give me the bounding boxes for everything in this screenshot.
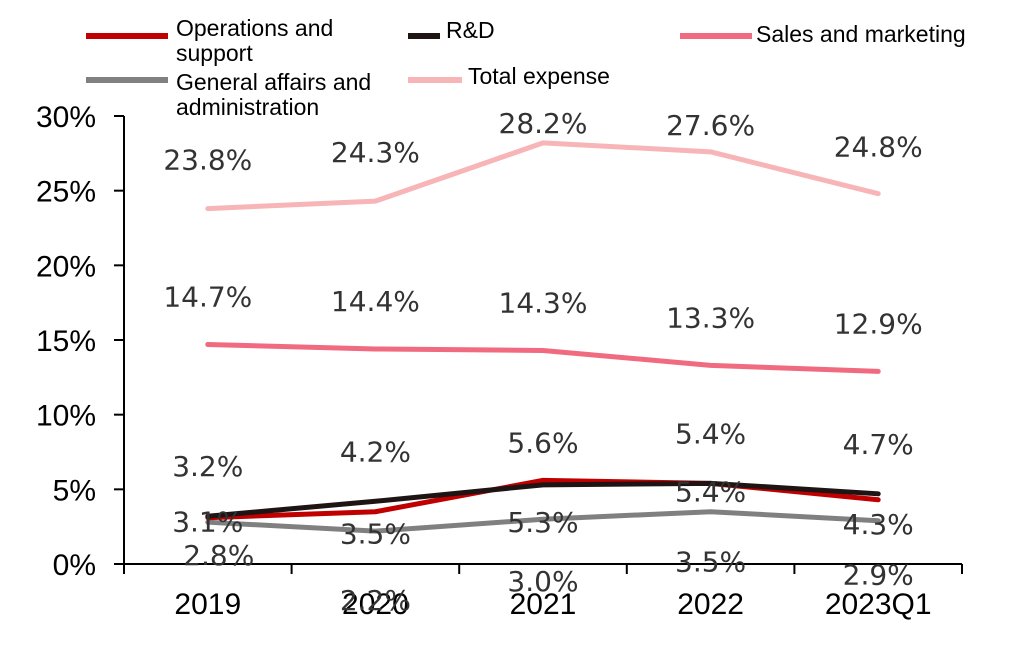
data-label-operations: 3.1% [172, 506, 243, 539]
legend-label-sales: Sales and marketing [756, 21, 966, 47]
data-label-sales: 14.3% [499, 286, 588, 319]
axes: 0% 5% 10% 15% 20% 25% 30% 2019 2020 2021 2022 2023… [36, 101, 963, 621]
x-tick-label: 2021 [510, 588, 577, 621]
y-ticks: 0% 5% 10% 15% 20% 25% 30% [36, 101, 124, 582]
legend-item-total: Total expense [408, 63, 610, 89]
x-tick-label: 2019 [174, 588, 241, 621]
data-label-total: 28.2% [499, 107, 588, 140]
series-line-sales [205, 341, 881, 374]
data-label-rd: 4.7% [843, 428, 914, 461]
data-label-operations: 5.6% [507, 426, 578, 459]
x-tick-label: 2020 [342, 588, 409, 621]
y-tick-label: 25% [36, 176, 96, 209]
legend-label-general: General affairs and administration [176, 69, 378, 120]
data-label-general: 2.2% [340, 584, 411, 617]
legend-item-general: General affairs and administration [86, 69, 378, 120]
legend-label-operations: Operations and support [176, 15, 340, 66]
series-line-total [205, 140, 881, 212]
data-label-rd: 4.2% [340, 435, 411, 468]
x-tick-label: 2022 [677, 588, 744, 621]
legend: Operations and support R&D Sales and mar… [86, 15, 966, 120]
y-tick-label: 5% [53, 474, 96, 507]
data-label-sales: 13.3% [666, 301, 755, 334]
data-label-operations: 3.5% [340, 518, 411, 551]
data-label-general: 3.5% [675, 546, 746, 579]
y-tick-label: 30% [36, 101, 96, 134]
data-label-total: 24.3% [331, 136, 420, 169]
data-label-total: 24.8% [834, 131, 923, 164]
data-label-sales: 14.7% [163, 280, 252, 313]
data-label-total: 23.8% [163, 144, 252, 177]
data-labels: 3.1% 3.5% 5.6% 5.4% 4.3% 3.2% 4.2% 5.3% 5.4% 4.7%… [163, 107, 922, 617]
y-tick-label: 15% [36, 325, 96, 358]
data-label-general: 3.0% [507, 565, 578, 598]
x-ticks: 2019 2020 2021 2022 2023Q1 [123, 564, 963, 621]
y-tick-label: 20% [36, 250, 96, 283]
data-label-general: 2.9% [843, 559, 914, 592]
y-tick-label: 10% [36, 400, 96, 433]
legend-label-rd: R&D [446, 17, 495, 43]
data-label-total: 27.6% [666, 109, 755, 142]
legend-item-rd: R&D [408, 17, 495, 43]
legend-item-sales: Sales and marketing [680, 21, 966, 47]
data-label-sales: 14.4% [331, 285, 420, 318]
series-line-general [205, 509, 881, 534]
y-tick-label: 0% [53, 549, 96, 582]
data-label-rd: 3.2% [172, 450, 243, 483]
data-label-rd: 5.3% [507, 506, 578, 539]
legend-label-total: Total expense [468, 63, 610, 89]
x-tick-label: 2023Q1 [825, 588, 932, 621]
data-label-general: 2.8% [183, 539, 254, 572]
data-label-sales: 12.9% [834, 307, 923, 340]
data-label-operations: 5.4% [675, 475, 746, 508]
legend-item-operations: Operations and support [86, 15, 340, 66]
series-line-rd [205, 480, 881, 519]
series-lines [205, 140, 881, 534]
data-label-rd: 5.4% [675, 417, 746, 450]
data-label-operations: 4.3% [843, 508, 914, 541]
